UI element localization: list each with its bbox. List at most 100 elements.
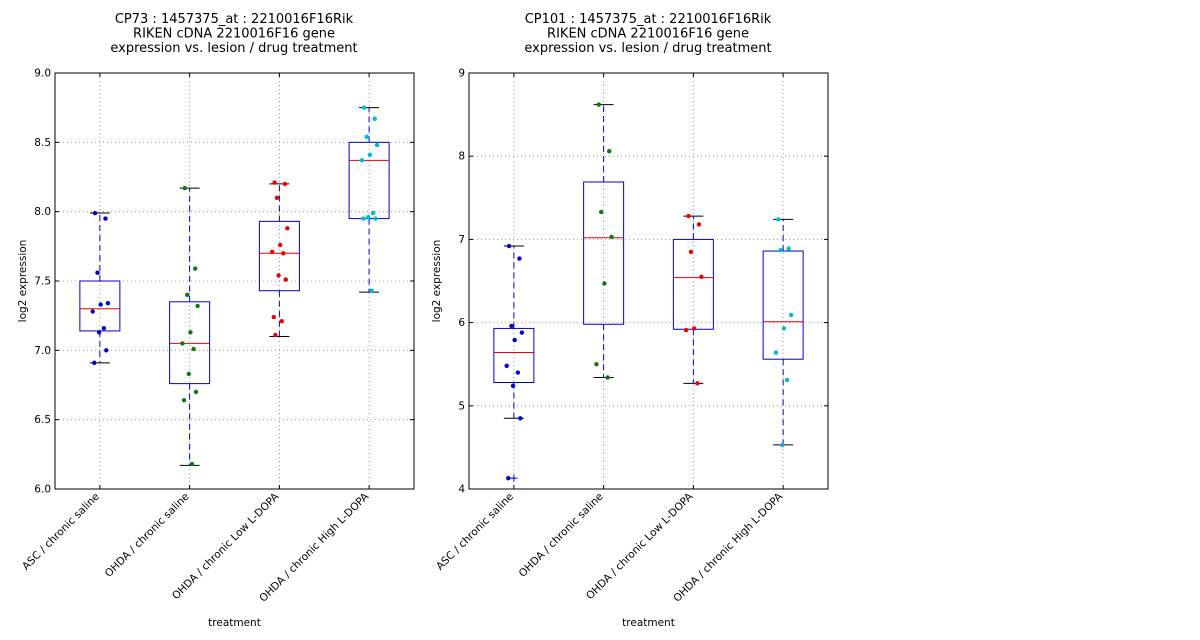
y-tick-label: 7 (458, 234, 465, 246)
data-point (786, 246, 791, 251)
data-point (193, 389, 199, 395)
data-point (281, 251, 286, 256)
x-tick-label: OHDA / chronic High L-DOPA (671, 490, 786, 605)
data-point (517, 256, 522, 261)
y-tick-label: 6 (458, 317, 465, 329)
chart-title-line: CP73 : 1457375_at : 2210016F16Rik (115, 12, 354, 27)
x-tick-label: OHDA / chronic Low L-DOPA (584, 490, 696, 602)
y-tick-label: 9 (458, 68, 465, 80)
box-iqr (258, 220, 300, 292)
data-point (283, 277, 288, 282)
data-point (279, 319, 284, 324)
data-point (104, 348, 109, 353)
data-point (362, 105, 367, 110)
data-point (95, 270, 100, 275)
data-point (92, 210, 98, 216)
data-point (509, 323, 514, 329)
data-point (364, 134, 369, 139)
y-tick-label: 8.5 (34, 137, 51, 149)
data-point (599, 209, 604, 215)
y-tick-label: 8.0 (34, 206, 51, 218)
data-point (274, 195, 280, 200)
data-point (699, 274, 704, 280)
x-tick-label: OHDA / chronic Low L-DOPA (170, 490, 282, 602)
x-tick-label: ASC / chronic saline (434, 491, 516, 573)
data-point (784, 377, 790, 383)
data-point (277, 242, 283, 248)
data-point (518, 416, 523, 421)
data-point (374, 142, 380, 148)
y-tick-label: 5 (458, 400, 465, 412)
data-point (596, 102, 602, 107)
box-iqr (169, 301, 211, 385)
y-tick-label: 8 (458, 151, 465, 163)
box-group (348, 107, 390, 293)
chart-title-line: expression vs. lesion / drug treatment (110, 41, 357, 56)
x-tick-label: ASC / chronic saline (20, 491, 102, 573)
y-tick-label: 4 (458, 484, 465, 496)
chart-title-line: RIKEN cDNA 2210016F16 gene (547, 27, 749, 42)
box-group (258, 183, 300, 337)
data-point (686, 213, 691, 219)
data-point (607, 149, 612, 154)
data-point (519, 330, 525, 335)
y-axis-label: log2 expression (431, 240, 443, 323)
box-flier (510, 474, 518, 482)
data-point (510, 383, 516, 389)
box-group (583, 104, 625, 379)
data-point (594, 362, 599, 367)
data-point (696, 222, 702, 227)
box-group (762, 218, 804, 446)
data-point (773, 350, 779, 355)
data-point (506, 243, 512, 249)
data-point (781, 326, 787, 331)
plot-frame (468, 72, 829, 490)
data-point (269, 249, 275, 255)
x-tick-label: OHDA / chronic saline (103, 491, 192, 580)
data-point (369, 288, 374, 293)
x-tick-label: OHDA / chronic High L-DOPA (257, 490, 372, 605)
box-group (169, 187, 211, 466)
data-point (103, 216, 108, 221)
grid (469, 73, 828, 489)
y-tick-label: 6.5 (34, 414, 51, 426)
data-point (691, 326, 697, 331)
data-point (189, 461, 195, 467)
data-point (188, 330, 193, 335)
box-iqr (672, 238, 714, 330)
data-point (180, 341, 185, 346)
data-point (776, 217, 781, 222)
chart-title-line: expression vs. lesion / drug treatment (524, 41, 771, 56)
data-point (96, 330, 102, 335)
x-axis-label: treatment (208, 617, 261, 629)
data-point (105, 300, 111, 306)
data-point (688, 249, 694, 255)
chart-cp101: CP101 : 1457375_at : 2210016F16RikRIKEN … (431, 12, 829, 629)
data-point (182, 185, 188, 191)
data-point (695, 381, 700, 386)
y-tick-label: 6.0 (34, 484, 51, 496)
data-point (185, 292, 190, 298)
chart-title-line: CP101 : 1457375_at : 2210016F16Rik (525, 12, 772, 27)
data-point (186, 371, 192, 377)
data-point (602, 281, 607, 286)
data-point (780, 442, 785, 448)
data-point (271, 314, 276, 320)
data-point (504, 363, 509, 369)
data-point (778, 248, 783, 253)
box-group (79, 212, 121, 364)
data-point (90, 309, 95, 314)
data-point (285, 226, 290, 231)
data-point (366, 215, 371, 220)
data-point (195, 303, 200, 309)
x-tick-label: OHDA / chronic saline (517, 491, 606, 580)
box-group (493, 245, 535, 482)
y-tick-label: 7.0 (34, 345, 51, 357)
data-point (788, 312, 794, 318)
data-point (273, 332, 278, 338)
box-iqr (762, 250, 804, 360)
data-point (367, 152, 373, 158)
box-iqr (493, 327, 535, 384)
data-point (515, 370, 521, 375)
